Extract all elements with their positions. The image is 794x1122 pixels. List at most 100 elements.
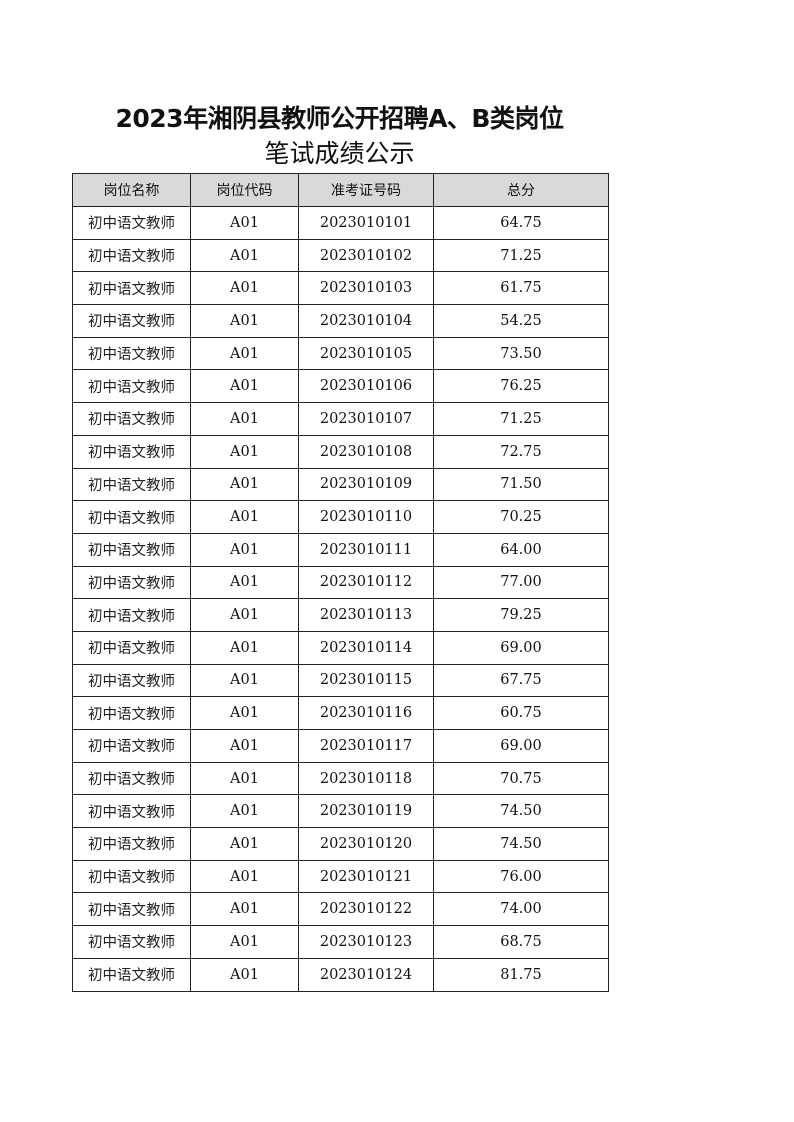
table-row: 初中语文教师 A01 2023010115 67.75 [72,663,609,698]
table-row: 初中语文教师 A01 2023010102 71.25 [72,238,609,273]
cell-position-code: A01 [190,434,299,469]
cell-total-score: 77.00 [433,565,609,600]
cell-total-score: 72.75 [433,434,609,469]
cell-position-name: 初中语文教师 [72,434,191,469]
cell-position-name: 初中语文教师 [72,925,191,959]
table-row: 初中语文教师 A01 2023010111 64.00 [72,532,609,567]
cell-total-score: 54.25 [433,304,609,338]
cell-position-name: 初中语文教师 [72,696,191,730]
table-row: 初中语文教师 A01 2023010110 70.25 [72,500,609,534]
cell-position-name: 初中语文教师 [72,729,191,763]
cell-position-name: 初中语文教师 [72,663,191,698]
cell-position-code: A01 [190,761,299,796]
cell-total-score: 64.75 [433,206,609,240]
table-row: 初中语文教师 A01 2023010117 69.00 [72,729,609,763]
cell-position-code: A01 [190,696,299,730]
cell-position-name: 初中语文教师 [72,827,191,861]
cell-position-code: A01 [190,532,299,567]
page-subtitle: 笔试成绩公示 [264,139,415,168]
table-row: 初中语文教师 A01 2023010104 54.25 [72,304,609,338]
header-position-name: 岗位名称 [72,173,191,207]
cell-position-code: A01 [190,925,299,959]
page-title: 2023年湘阴县教师公开招聘A、B类岗位 [115,104,565,133]
cell-position-code: A01 [190,206,299,240]
cell-total-score: 79.25 [433,598,609,632]
cell-exam-number: 2023010113 [298,598,434,632]
cell-position-code: A01 [190,500,299,534]
cell-exam-number: 2023010111 [298,532,434,567]
cell-position-name: 初中语文教师 [72,271,191,306]
table-row: 初中语文教师 A01 2023010113 79.25 [72,598,609,632]
table-row: 初中语文教师 A01 2023010112 77.00 [72,565,609,600]
cell-exam-number: 2023010121 [298,859,434,894]
cell-position-code: A01 [190,238,299,273]
cell-total-score: 61.75 [433,271,609,306]
cell-position-code: A01 [190,271,299,306]
table-row: 初中语文教师 A01 2023010116 60.75 [72,696,609,730]
table-row: 初中语文教师 A01 2023010108 72.75 [72,434,609,469]
table-row: 初中语文教师 A01 2023010109 71.50 [72,467,609,502]
cell-position-code: A01 [190,859,299,894]
header-total-score: 总分 [433,173,609,207]
cell-total-score: 71.25 [433,402,609,436]
cell-total-score: 81.75 [433,957,609,992]
cell-position-code: A01 [190,827,299,861]
cell-position-code: A01 [190,336,299,371]
cell-position-name: 初中语文教师 [72,892,191,927]
cell-exam-number: 2023010124 [298,957,434,992]
cell-exam-number: 2023010115 [298,663,434,698]
table-body: 初中语文教师 A01 2023010101 64.75 初中语文教师 A01 2023010… [72,206,609,992]
cell-total-score: 70.25 [433,500,609,534]
cell-total-score: 71.50 [433,467,609,502]
cell-exam-number: 2023010118 [298,761,434,796]
cell-position-name: 初中语文教师 [72,630,191,665]
cell-exam-number: 2023010123 [298,925,434,959]
cell-total-score: 76.00 [433,859,609,894]
cell-position-name: 初中语文教师 [72,794,191,829]
cell-position-code: A01 [190,630,299,665]
cell-total-score: 74.50 [433,794,609,829]
cell-exam-number: 2023010120 [298,827,434,861]
cell-position-code: A01 [190,957,299,992]
cell-position-name: 初中语文教师 [72,304,191,338]
cell-position-name: 初中语文教师 [72,206,191,240]
cell-position-code: A01 [190,892,299,927]
cell-position-name: 初中语文教师 [72,402,191,436]
cell-exam-number: 2023010117 [298,729,434,763]
cell-position-name: 初中语文教师 [72,238,191,273]
header-position-code: 岗位代码 [190,173,299,207]
table-row: 初中语文教师 A01 2023010101 64.75 [72,206,609,240]
cell-total-score: 70.75 [433,761,609,796]
cell-position-code: A01 [190,304,299,338]
cell-exam-number: 2023010103 [298,271,434,306]
cell-position-code: A01 [190,794,299,829]
cell-total-score: 64.00 [433,532,609,567]
table-row: 初中语文教师 A01 2023010105 73.50 [72,336,609,371]
cell-exam-number: 2023010107 [298,402,434,436]
table-row: 初中语文教师 A01 2023010114 69.00 [72,630,609,665]
cell-exam-number: 2023010109 [298,467,434,502]
cell-position-code: A01 [190,565,299,600]
cell-total-score: 71.25 [433,238,609,273]
table-row: 初中语文教师 A01 2023010106 76.25 [72,369,609,404]
cell-position-name: 初中语文教师 [72,565,191,600]
cell-total-score: 74.00 [433,892,609,927]
cell-exam-number: 2023010102 [298,238,434,273]
cell-position-name: 初中语文教师 [72,467,191,502]
table-row: 初中语文教师 A01 2023010120 74.50 [72,827,609,861]
cell-position-code: A01 [190,369,299,404]
cell-total-score: 68.75 [433,925,609,959]
cell-position-code: A01 [190,663,299,698]
cell-total-score: 67.75 [433,663,609,698]
cell-exam-number: 2023010116 [298,696,434,730]
cell-total-score: 74.50 [433,827,609,861]
table-row: 初中语文教师 A01 2023010122 74.00 [72,892,609,927]
cell-exam-number: 2023010122 [298,892,434,927]
cell-position-code: A01 [190,598,299,632]
cell-position-name: 初中语文教师 [72,761,191,796]
cell-exam-number: 2023010106 [298,369,434,404]
cell-exam-number: 2023010119 [298,794,434,829]
cell-exam-number: 2023010114 [298,630,434,665]
table-row: 初中语文教师 A01 2023010123 68.75 [72,925,609,959]
cell-position-code: A01 [190,467,299,502]
